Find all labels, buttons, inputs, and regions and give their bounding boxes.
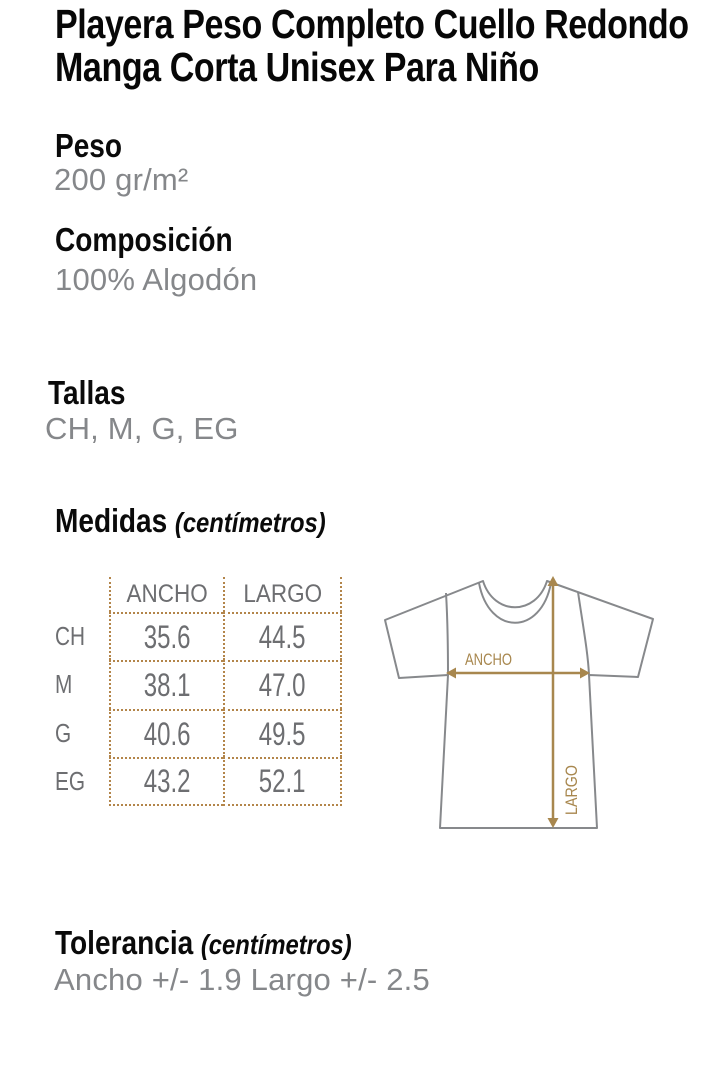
tolerancia-heading-word: Tolerancia	[55, 924, 194, 961]
ancho-arrow-label: ANCHO	[465, 650, 512, 669]
page-title: Playera Peso Completo Cuello Redondo Man…	[55, 3, 723, 89]
size-cell-largo: 47.0	[223, 660, 342, 709]
size-cell-largo: 52.1	[223, 757, 342, 806]
medidas-heading-word: Medidas	[55, 502, 168, 539]
page-title-line2: Manga Corta Unisex Para Niño	[55, 44, 539, 90]
tolerancia-heading: Tolerancia (centímetros)	[55, 926, 404, 959]
composicion-value: 100% Algodón	[55, 262, 258, 297]
size-row-label: G	[55, 717, 72, 748]
largo-arrow	[547, 576, 559, 828]
tshirt-collar-inner	[478, 582, 552, 624]
tshirt-seam-right	[577, 591, 590, 676]
ancho-arrow	[446, 667, 590, 679]
size-cell-ancho: 35.6	[109, 612, 223, 660]
size-row-label: M	[55, 669, 73, 699]
medidas-unit-note: (centímetros)	[174, 507, 326, 538]
tshirt-seam-left	[445, 592, 449, 676]
size-row-label: CH	[55, 620, 86, 651]
medidas-heading: Medidas (centímetros)	[55, 504, 373, 537]
size-table-corner-cell	[55, 577, 109, 612]
size-table: ANCHO LARGO CH 35.6 44.5 M 38.1 47.0 G 4…	[55, 577, 342, 806]
tshirt-diagram: ANCHO LARGO	[384, 576, 654, 829]
size-cell-ancho: 38.1	[109, 660, 223, 709]
tshirt-outline	[384, 580, 654, 829]
largo-arrow-label: LARGO	[562, 765, 581, 815]
size-cell-ancho: 40.6	[109, 709, 223, 757]
size-cell-ancho: 43.2	[109, 757, 223, 806]
peso-heading: Peso	[55, 127, 123, 164]
size-row-label: EG	[55, 766, 86, 796]
tolerancia-value: Ancho +/- 1.9 Largo +/- 2.5	[54, 962, 430, 997]
peso-value: 200 gr/m²	[54, 162, 189, 197]
tolerancia-unit-note: (centímetros)	[200, 929, 352, 960]
size-table-header-ancho: ANCHO	[109, 577, 223, 612]
size-cell-largo: 44.5	[223, 612, 342, 660]
page-title-line1: Playera Peso Completo Cuello Redondo	[55, 1, 689, 47]
size-table-header-largo: LARGO	[223, 577, 342, 612]
composicion-heading: Composición	[55, 221, 233, 258]
tallas-heading: Tallas	[48, 374, 126, 411]
tallas-value: CH, M, G, EG	[45, 411, 239, 446]
size-cell-largo: 49.5	[223, 709, 342, 757]
